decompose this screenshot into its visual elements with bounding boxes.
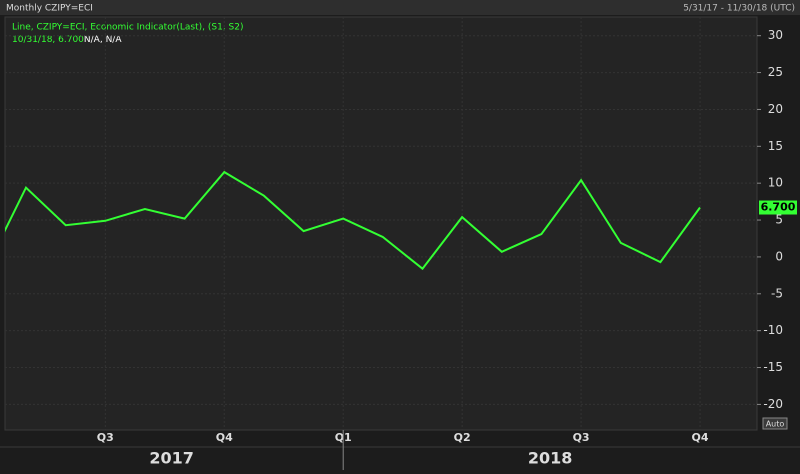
legend-extra: N/A, N/A — [84, 35, 122, 45]
plot-area — [4, 16, 758, 431]
last-value-label: 6.700 — [761, 201, 796, 214]
x-tick-label: Q2 — [454, 431, 471, 444]
legend-entry: Line, CZIPY=ECI, Economic Indicator(Last… — [12, 23, 244, 33]
y-tick-label: 5 — [775, 213, 783, 227]
y-tick-label: -15 — [763, 360, 783, 374]
x-tick-label: Q3 — [573, 431, 590, 444]
legend-detail: 10/31/18, 6.700N/A, N/A — [12, 35, 122, 45]
auto-button-label[interactable]: Auto — [766, 420, 785, 429]
year-label: 2017 — [149, 449, 194, 468]
y-tick-label: -5 — [771, 286, 783, 300]
auto-button[interactable] — [762, 417, 788, 430]
date-range: 5/31/17 - 11/30/18 (UTC) — [683, 4, 795, 14]
y-tick-label: 10 — [768, 176, 783, 190]
title-bar — [0, 0, 800, 15]
grid — [5, 17, 757, 430]
x-tick-label: Q4 — [216, 431, 233, 444]
y-tick-label: -10 — [763, 323, 783, 337]
x-tick-label: Q4 — [692, 431, 709, 444]
y-tick-label: 25 — [768, 65, 783, 79]
y-tick-label: 30 — [768, 28, 783, 42]
y-tick-label: 20 — [768, 102, 783, 116]
y-tick-label: -20 — [763, 397, 783, 411]
year-label: 2018 — [528, 449, 573, 468]
legend-value: 10/31/18, 6.700 — [12, 35, 84, 45]
x-tick-label: Q3 — [97, 431, 114, 444]
chart-title: Monthly CZIPY=ECI — [6, 4, 93, 14]
y-tick-label: 15 — [768, 139, 783, 153]
last-value-tag — [759, 200, 797, 215]
data-line — [5, 170, 701, 271]
y-tick-label: 0 — [775, 249, 783, 263]
